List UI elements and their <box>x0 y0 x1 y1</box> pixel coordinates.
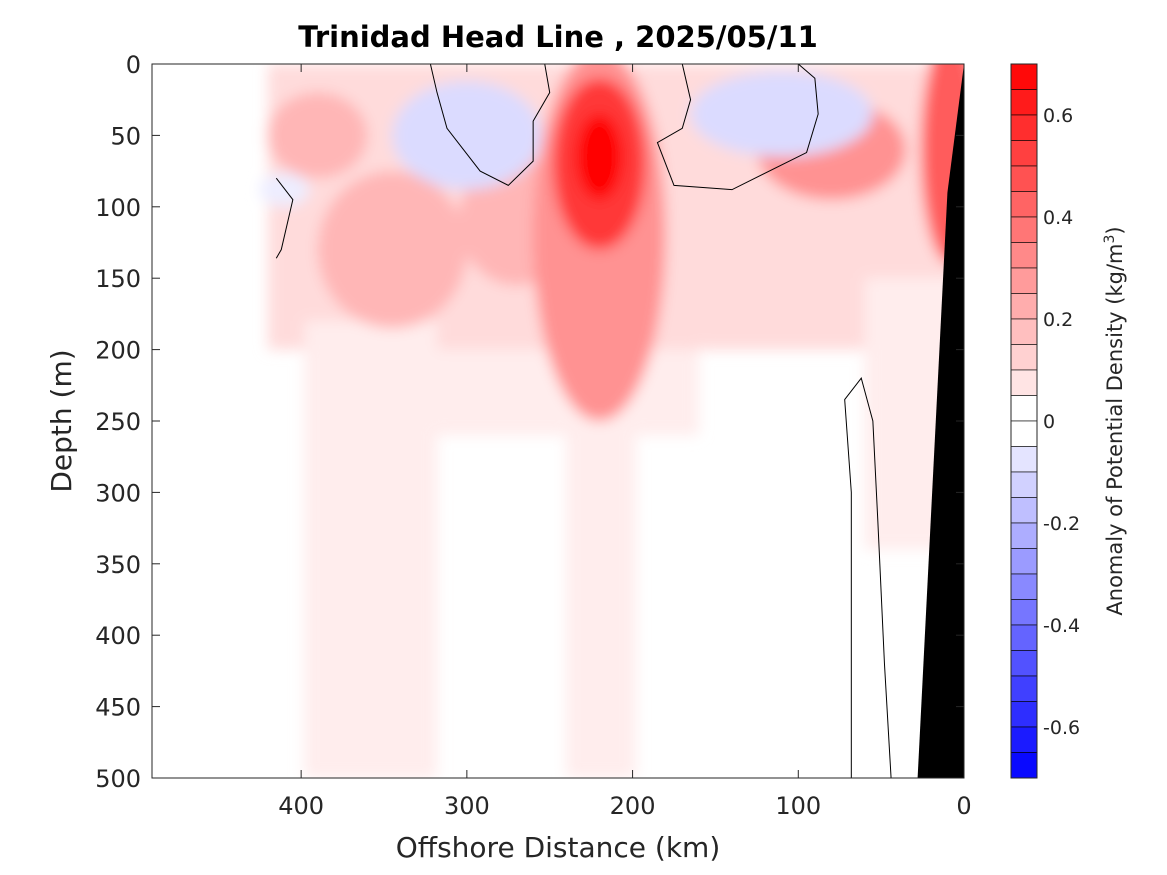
colorbar-label-text: Anomaly of Potential Density (kg/m <box>1103 244 1127 616</box>
colorbar-tick-label: 0.4 <box>1043 207 1073 229</box>
density-field <box>259 64 964 778</box>
colorbar-level <box>1010 675 1038 702</box>
colorbar-tick-label: 0.2 <box>1043 309 1073 331</box>
colorbar-level <box>1010 89 1038 116</box>
colorbar-tick-label: 0 <box>1043 411 1055 433</box>
colorbar-level <box>1010 191 1038 218</box>
anomaly-blob <box>690 71 873 157</box>
colorbar-tick-label: 0.6 <box>1043 105 1073 127</box>
colorbar-level <box>1010 293 1038 320</box>
y-tick-label: 250 <box>95 408 141 436</box>
colorbar-level <box>1010 140 1038 167</box>
colorbar-label-superscript: 3 <box>1102 235 1118 244</box>
field-smoothed <box>259 64 964 778</box>
colorbar-level <box>1010 471 1038 498</box>
y-tick-label: 150 <box>95 265 141 293</box>
y-tick-label: 400 <box>95 622 141 650</box>
colorbar-tick-label: -0.2 <box>1043 513 1080 535</box>
zero-contour-line <box>429 64 551 186</box>
deep-column-west <box>304 321 438 778</box>
x-axis-label: Offshore Distance (km) <box>396 831 721 864</box>
x-tick-label: 300 <box>444 792 490 820</box>
colorbar-level <box>1010 701 1038 728</box>
y-tick-label: 100 <box>95 194 141 222</box>
anomaly-blob <box>317 171 467 329</box>
colorbar-level <box>1010 395 1038 422</box>
colorbar-level <box>1010 369 1038 396</box>
zero-contour-line <box>275 177 294 259</box>
zero-contours <box>275 64 892 778</box>
colorbar-frame <box>1010 63 1038 779</box>
colorbar: 0.6 0.4 0.2 0 -0.2 -0.4 -0.6 <box>1010 63 1080 779</box>
x-tick-label: 200 <box>610 792 656 820</box>
x-tick-label: 100 <box>775 792 821 820</box>
y-tick-label: 350 <box>95 551 141 579</box>
colorbar-level <box>1010 497 1038 524</box>
y-tick-label: 0 <box>126 51 141 79</box>
colorbar-level <box>1010 726 1038 753</box>
colorbar-level <box>1010 752 1038 779</box>
y-tick-label: 500 <box>95 765 141 793</box>
colorbar-level <box>1010 573 1038 600</box>
colorbar-label-end: ) <box>1103 226 1127 234</box>
bathymetry-mask <box>917 64 964 778</box>
chart-title: Trinidad Head Line , 2025/05/11 <box>298 20 818 54</box>
colorbar-level <box>1010 114 1038 141</box>
y-axis: 0 50 100 150 200 250 300 350 400 450 500 <box>95 51 964 793</box>
colorbar-level <box>1010 242 1038 269</box>
y-tick-label: 300 <box>95 479 141 507</box>
colorbar-level <box>1010 446 1038 473</box>
colorbar-level <box>1010 548 1038 575</box>
colorbar-level <box>1010 344 1038 371</box>
y-tick-label: 200 <box>95 337 141 365</box>
colorbar-level <box>1010 624 1038 651</box>
colorbar-level <box>1010 522 1038 549</box>
colorbar-level <box>1010 420 1038 447</box>
y-tick-label: 50 <box>110 122 141 150</box>
x-tick-label: 0 <box>956 792 971 820</box>
x-tick-label: 400 <box>278 792 324 820</box>
anomaly-blob <box>576 113 623 200</box>
y-axis-label: Depth (m) <box>45 349 78 492</box>
colorbar-level <box>1010 267 1038 294</box>
colorbar-level <box>1010 599 1038 626</box>
x-axis: 400 300 200 100 0 <box>278 64 972 820</box>
zero-contour-line <box>656 64 819 191</box>
y-tick-label: 450 <box>95 694 141 722</box>
colorbar-level <box>1010 318 1038 345</box>
anomaly-blob <box>392 81 542 190</box>
colorbar-level <box>1010 165 1038 192</box>
zero-contour-line <box>844 377 892 778</box>
anomaly-blob <box>268 92 368 179</box>
colorbar-tick-label: -0.6 <box>1043 717 1080 739</box>
colorbar-tick-label: -0.4 <box>1043 615 1080 637</box>
colorbar-level <box>1010 650 1038 677</box>
colorbar-label: Anomaly of Potential Density (kg/m3) <box>1102 226 1127 615</box>
colorbar-level <box>1010 216 1038 243</box>
colorbar-level <box>1010 63 1038 90</box>
